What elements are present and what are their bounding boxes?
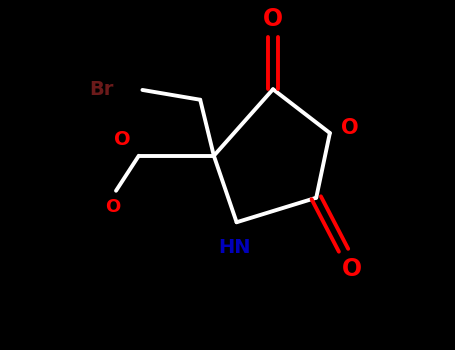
Text: O: O (263, 7, 283, 32)
Text: O: O (342, 257, 362, 281)
Text: HN: HN (218, 238, 251, 257)
Text: O: O (341, 118, 359, 138)
Text: O: O (105, 198, 120, 216)
Text: O: O (114, 131, 131, 149)
Text: Br: Br (89, 80, 114, 99)
